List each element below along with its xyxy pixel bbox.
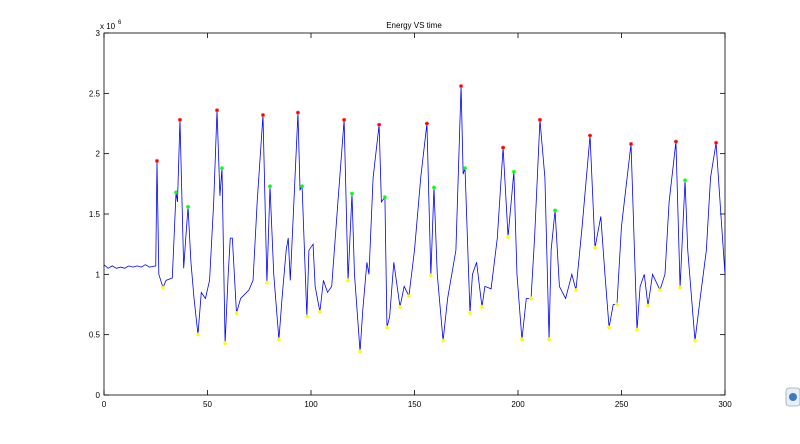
y-tick-label: 0 (96, 391, 101, 400)
y-tick-label: 1.5 (89, 210, 101, 219)
peak-marker (714, 140, 719, 145)
y-multiplier: x 10 (100, 22, 116, 31)
plot-box (103, 32, 726, 396)
peak-marker (384, 325, 389, 330)
y-tick-label: 2.5 (89, 89, 101, 98)
peak-marker (346, 278, 351, 283)
peak-marker (160, 285, 165, 290)
peak-marker (358, 349, 363, 354)
y-tick-label: 2 (96, 150, 101, 159)
peak-marker (300, 184, 305, 189)
peak-marker (635, 327, 640, 332)
peak-marker (276, 337, 281, 342)
peak-marker (683, 178, 688, 183)
peak-marker (174, 190, 179, 195)
peak-marker (658, 288, 663, 293)
peak-marker (501, 145, 506, 150)
peak-marker (377, 122, 382, 127)
icon-glyph (789, 393, 797, 401)
peak-marker (398, 304, 403, 309)
peak-marker (264, 280, 269, 285)
peak-marker (223, 341, 228, 346)
x-tick-label: 50 (203, 400, 212, 409)
peak-marker (479, 304, 484, 309)
peak-marker (593, 245, 598, 250)
peak-marker (382, 195, 387, 200)
peak-marker (463, 166, 468, 171)
peak-marker (519, 337, 524, 342)
peak-marker (342, 117, 347, 122)
peak-marker (428, 273, 433, 278)
x-tick-label: 0 (102, 400, 107, 409)
peak-marker (547, 337, 552, 342)
peak-marker (692, 338, 697, 343)
peak-marker (467, 310, 472, 315)
peak-marker (215, 108, 220, 113)
peak-marker (645, 303, 650, 308)
peak-marker (219, 166, 224, 171)
peak-marker (260, 113, 265, 118)
y-tick-label: 1 (96, 270, 101, 279)
peak-marker (406, 294, 411, 299)
peak-marker (234, 310, 239, 315)
peak-marker (629, 142, 634, 147)
x-tick-label: 150 (408, 400, 422, 409)
peak-marker (268, 184, 273, 189)
peak-marker (195, 332, 200, 337)
peak-marker (607, 325, 612, 330)
y-multiplier-exponent: 6 (118, 20, 122, 26)
x-tick-label: 250 (615, 400, 629, 409)
peak-marker (573, 288, 578, 293)
peak-marker (459, 84, 464, 89)
y-tick-label: 0.5 (89, 331, 101, 340)
peak-marker (431, 185, 436, 190)
peak-marker (424, 121, 429, 126)
peak-marker (588, 133, 593, 138)
y-tick-label: 3 (96, 29, 101, 38)
x-tick-label: 100 (304, 400, 318, 409)
peak-marker (537, 117, 542, 122)
peak-marker (673, 139, 678, 144)
peak-marker (177, 117, 182, 122)
x-tick-label: 200 (511, 400, 525, 409)
peak-marker (678, 285, 683, 290)
peak-marker (295, 110, 300, 115)
peak-marker (506, 234, 511, 239)
taskbar-icon[interactable] (785, 387, 800, 407)
peak-marker (304, 314, 309, 319)
peak-marker (529, 296, 534, 301)
peak-marker (553, 208, 558, 213)
peak-marker (154, 158, 159, 163)
peak-marker (317, 309, 322, 314)
peak-marker (186, 204, 191, 209)
peak-marker (349, 191, 354, 196)
peak-marker (511, 169, 516, 174)
peak-marker (441, 338, 446, 343)
x-tick-label: 300 (718, 400, 732, 409)
peak-marker (614, 302, 619, 307)
chart-title: Energy VS time (386, 21, 442, 30)
